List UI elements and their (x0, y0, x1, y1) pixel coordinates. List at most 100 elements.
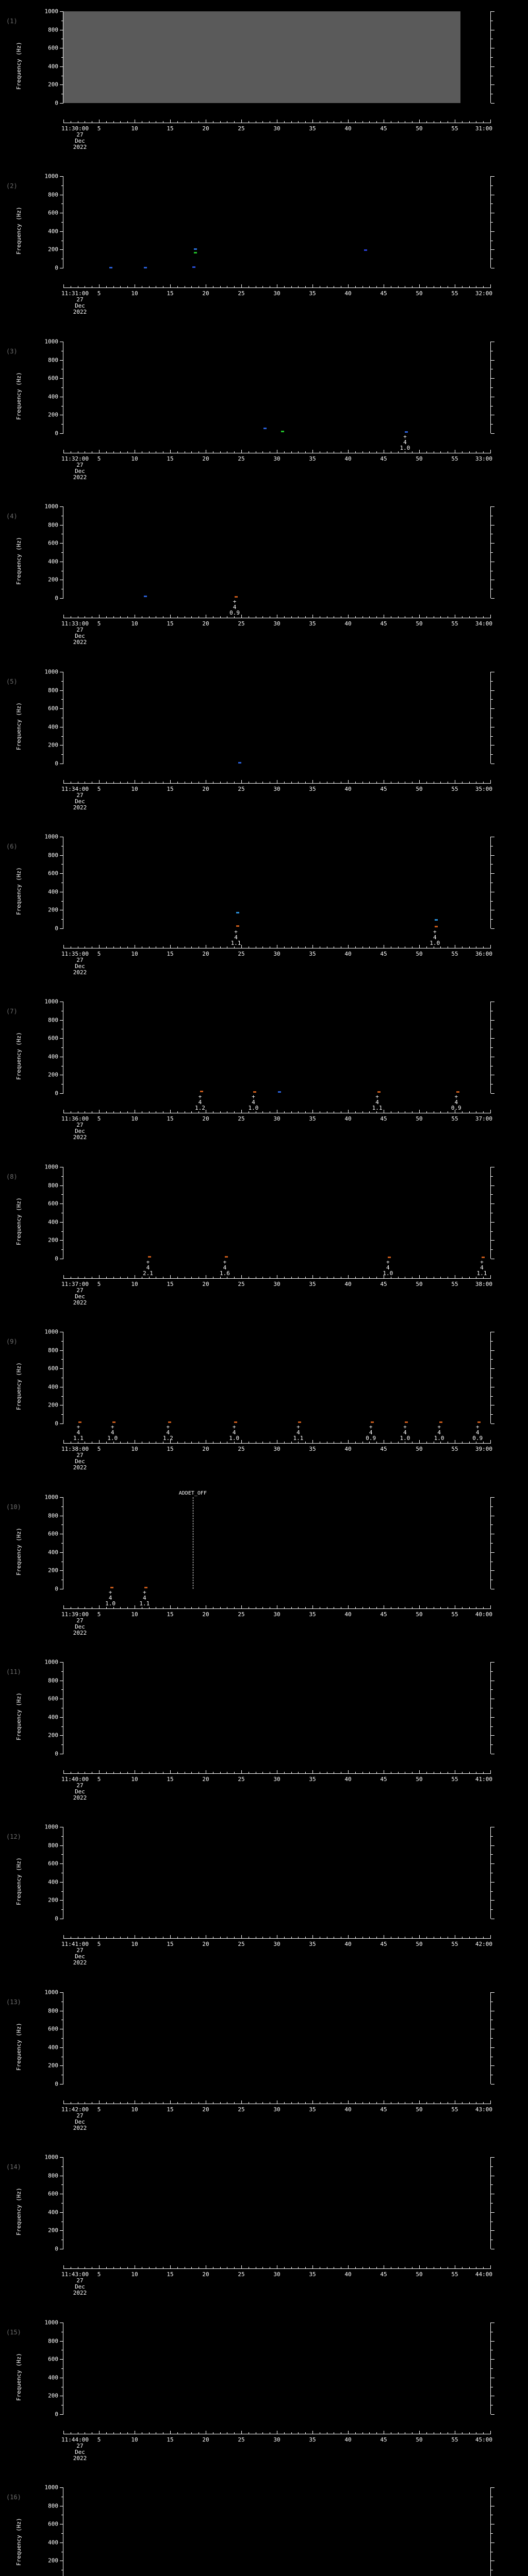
x-tick-minor (106, 286, 107, 288)
y-tick-minor (61, 1689, 63, 1690)
y-tick-major (60, 708, 63, 709)
y-tick-minor (61, 699, 63, 700)
y-tick-minor (61, 1854, 63, 1855)
y-tick-label: 400 (48, 2209, 58, 2216)
y-axis-title: Frequency (Hz) (15, 1857, 22, 1906)
x-tick-label: 25 (238, 1446, 245, 1453)
x-tick-label: 50 (416, 1446, 423, 1453)
y-tick-label: 600 (48, 1365, 58, 1372)
detection-marker (477, 1421, 481, 1423)
detection-label: +4 0.9 (451, 1093, 461, 1112)
x-tick-minor (191, 946, 192, 948)
x-tick-major (348, 2430, 349, 2434)
y-axis-line-right (490, 1992, 491, 2084)
x-tick-minor (426, 286, 427, 288)
x-tick-label: 30 (273, 2271, 280, 2278)
detection-label: +4 1.1 (139, 1588, 150, 1607)
x-tick-minor (262, 2267, 263, 2269)
x-axis-date: 27 Dec 2022 (73, 1947, 87, 1967)
y-tick-label: 200 (48, 1567, 58, 1574)
x-tick-minor (113, 1772, 114, 1773)
y-tick-major-right (491, 1368, 494, 1369)
x-tick-major (490, 615, 491, 618)
y-tick-label: 200 (48, 411, 58, 418)
panel-4: 0 200 400 600 800 1000 Frequency (Hz) (4) +4 0.9 1… (0, 503, 528, 671)
y-tick-major (60, 1368, 63, 1369)
x-tick-minor (305, 286, 306, 288)
y-tick-major-right (491, 176, 494, 177)
detection-marker (224, 1256, 228, 1258)
x-tick-major (490, 2100, 491, 2104)
y-tick-major (60, 525, 63, 526)
x-tick-major (99, 1770, 100, 1773)
x-tick-label: 50 (416, 1115, 423, 1123)
x-tick-minor (177, 1606, 178, 1608)
y-tick-major (60, 1185, 63, 1186)
y-tick-minor-right (491, 222, 493, 223)
x-tick-major (348, 945, 349, 948)
x-tick-minor (106, 1937, 107, 1939)
x-tick-label: 25 (238, 1611, 245, 1618)
y-tick-major (60, 66, 63, 67)
x-tick-minor (376, 1937, 377, 1939)
y-tick-label: 1000 (44, 1658, 59, 1666)
detection-marker (456, 1091, 459, 1093)
x-tick-label: 45 (380, 1446, 387, 1453)
y-tick-minor (61, 552, 63, 553)
y-tick-label: 600 (48, 539, 58, 547)
x-tick-label: 55 (451, 1776, 458, 1783)
panel-number: (12) (6, 1833, 21, 1841)
y-tick-label: 800 (48, 2007, 58, 2014)
detection-label: +4 1.1 (293, 1423, 304, 1442)
y-tick-minor-right (491, 1744, 493, 1745)
detection-marker (192, 266, 196, 268)
y-axis-title: Frequency (Hz) (15, 2188, 22, 2236)
detection-marker (482, 1256, 485, 1258)
x-tick-major (99, 615, 100, 618)
detection-marker (194, 252, 197, 254)
x-tick-minor (177, 1937, 178, 1939)
x-tick-minor (426, 121, 427, 123)
panel-number: (16) (6, 2494, 21, 2501)
y-tick-major (60, 2414, 63, 2415)
x-axis-line (63, 1278, 491, 1279)
x-tick-minor (426, 2267, 427, 2269)
x-tick-minor (362, 1937, 363, 1939)
x-tick-minor (298, 781, 299, 783)
x-tick-minor (362, 781, 363, 783)
x-tick-minor (113, 616, 114, 618)
x-tick-label: 5 (97, 455, 101, 462)
x-tick-major (241, 1110, 242, 1113)
x-tick-minor (149, 1606, 150, 1608)
x-tick-minor (440, 2267, 441, 2269)
x-tick-minor (127, 1937, 128, 1939)
x-tick-label: 20 (202, 1280, 209, 1287)
x-tick-label: 55 (451, 455, 458, 462)
x-tick-major (170, 1440, 171, 1444)
x-tick-major (348, 284, 349, 288)
x-tick-minor (369, 1276, 370, 1278)
x-tick-minor (284, 781, 285, 783)
x-tick-major (170, 1770, 171, 1773)
x-tick-minor (234, 616, 235, 618)
y-tick-minor-right (491, 1891, 493, 1892)
x-tick-minor (398, 121, 399, 123)
detection-label: +4 1.2 (195, 1093, 205, 1112)
x-tick-minor (298, 1111, 299, 1113)
x-tick-minor (284, 451, 285, 453)
y-tick-major (60, 2230, 63, 2231)
y-tick-major (60, 598, 63, 599)
x-tick-major (241, 1440, 242, 1444)
spectrogram-image (63, 1992, 490, 2084)
y-tick-minor-right (491, 736, 493, 737)
x-tick-minor (355, 946, 356, 948)
event-line-label: ADDET_OFF (178, 1490, 207, 1496)
x-tick-minor (398, 2102, 399, 2104)
y-tick-minor (61, 2203, 63, 2204)
panel-number: (4) (6, 513, 18, 520)
x-tick-minor (177, 781, 178, 783)
x-tick-label: 20 (202, 1776, 209, 1783)
x-tick-label: 30 (273, 1611, 280, 1618)
x-tick-major (63, 1440, 64, 1444)
x-tick-label: 20 (202, 620, 209, 628)
